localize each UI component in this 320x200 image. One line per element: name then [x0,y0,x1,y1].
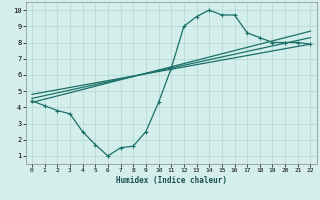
X-axis label: Humidex (Indice chaleur): Humidex (Indice chaleur) [116,176,227,185]
